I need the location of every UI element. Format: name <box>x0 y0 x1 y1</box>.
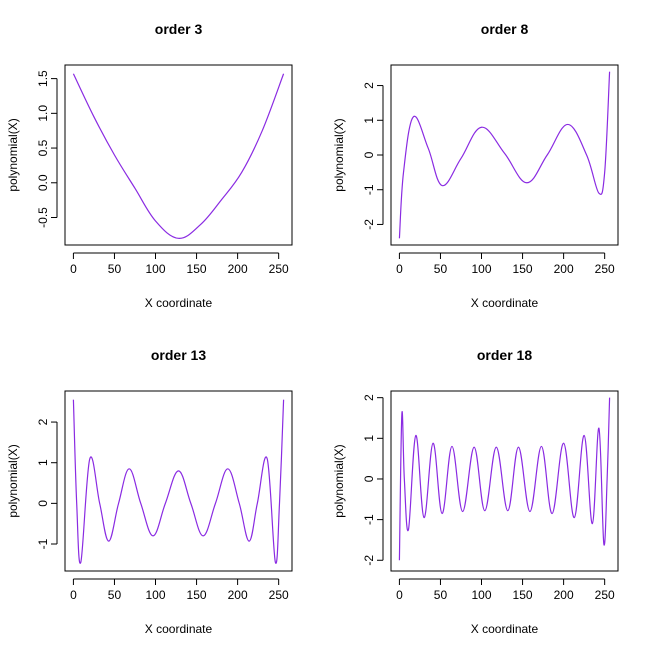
x-tick-label: 250 <box>269 262 289 276</box>
panel-1: order 3 0 50 100 150 200 250 -0.5 0.0 0.5 1.0 1.5 X … <box>6 21 293 310</box>
x-tick-label: 100 <box>145 262 165 276</box>
y-tick-label: 1.0 <box>36 105 50 122</box>
x-tick-label: 200 <box>228 262 248 276</box>
x-axis-label: X coordinate <box>471 622 539 636</box>
y-axis-label: polynomial(X) <box>332 444 346 517</box>
y-tick-label: 2 <box>362 82 376 89</box>
series-line <box>72 73 285 239</box>
plot-frame <box>390 64 619 246</box>
y-tick-label: 0.5 <box>36 139 50 156</box>
y-axis-label: polynomial(X) <box>332 118 346 191</box>
x-tick-label: 50 <box>108 588 122 602</box>
x-tick-label: 150 <box>513 588 533 602</box>
y-tick-label: 0.0 <box>36 174 50 191</box>
y-tick-label: -2 <box>362 219 376 230</box>
y-tick-label: 1 <box>36 459 50 466</box>
x-tick-label: 100 <box>471 588 491 602</box>
y-tick-label: 2 <box>362 394 376 401</box>
chart-title: order 8 <box>481 21 529 37</box>
plot-frame <box>390 390 619 572</box>
chart-title: order 18 <box>477 347 532 363</box>
x-tick-label: 0 <box>70 588 77 602</box>
plot-frame <box>64 390 293 572</box>
x-tick-label: 250 <box>269 588 289 602</box>
series-line <box>398 71 611 239</box>
chart-title: order 13 <box>151 347 206 363</box>
y-tick-label: 0 <box>362 151 376 158</box>
x-tick-label: 50 <box>434 588 448 602</box>
x-tick-label: 150 <box>187 262 207 276</box>
x-tick-label: 200 <box>554 262 574 276</box>
panel-4: order 18 0 50 100 150 200 250 -2 -1 0 1 2 X coordina… <box>332 347 619 636</box>
x-axis-label: X coordinate <box>145 296 213 310</box>
y-tick-label: -1 <box>362 514 376 525</box>
x-tick-label: 200 <box>228 588 248 602</box>
y-tick-label: 2 <box>36 418 50 425</box>
x-tick-label: 250 <box>595 588 615 602</box>
x-tick-label: 100 <box>471 262 491 276</box>
x-axis-label: X coordinate <box>145 622 213 636</box>
y-tick-label: -0.5 <box>36 207 50 228</box>
x-tick-label: 150 <box>187 588 207 602</box>
panel-2: order 8 0 50 100 150 200 250 -2 -1 0 1 2 X coordinat… <box>332 21 619 310</box>
x-tick-label: 0 <box>396 588 403 602</box>
x-tick-label: 250 <box>595 262 615 276</box>
panel-3: order 13 0 50 100 150 200 250 -1 0 1 2 X coordinate… <box>6 347 293 636</box>
x-tick-label: 150 <box>513 262 533 276</box>
x-axis-label: X coordinate <box>471 296 539 310</box>
x-tick-label: 200 <box>554 588 574 602</box>
x-tick-label: 0 <box>396 262 403 276</box>
y-axis-label: polynomial(X) <box>6 118 20 191</box>
x-tick-label: 0 <box>70 262 77 276</box>
y-tick-label: -1 <box>36 538 50 549</box>
plot-frame <box>64 64 293 246</box>
x-tick-label: 100 <box>145 588 165 602</box>
series-line <box>398 397 611 561</box>
x-tick-label: 50 <box>108 262 122 276</box>
y-tick-label: -2 <box>362 555 376 566</box>
y-tick-label: 1.5 <box>36 70 50 87</box>
y-axis-label: polynomial(X) <box>6 444 20 517</box>
chart-title: order 3 <box>155 21 203 37</box>
y-tick-label: 0 <box>362 475 376 482</box>
series-line <box>72 399 285 564</box>
y-tick-label: 1 <box>362 117 376 124</box>
y-tick-label: 0 <box>36 500 50 507</box>
y-tick-label: 1 <box>362 435 376 442</box>
y-tick-label: -1 <box>362 184 376 195</box>
x-tick-label: 50 <box>434 262 448 276</box>
